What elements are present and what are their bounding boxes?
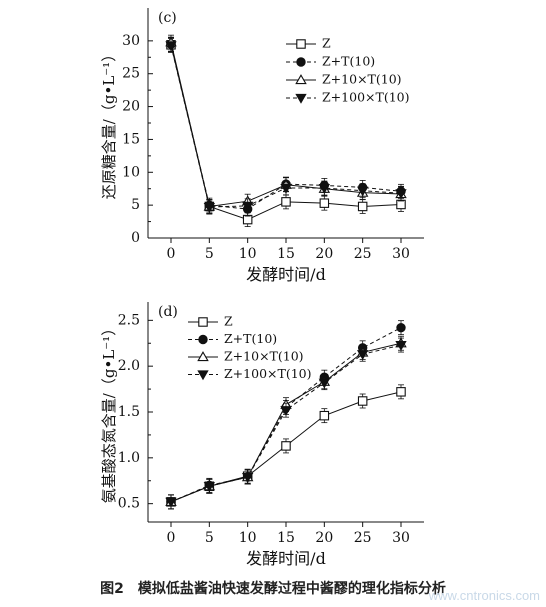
legend-label: Z+10×T(10)	[322, 72, 402, 87]
x-axis-title: 发酵时间/d	[246, 265, 326, 284]
series-3	[165, 38, 407, 215]
data-point	[203, 482, 215, 493]
watermark: www.cntronics.com	[428, 588, 540, 603]
y-tick-label: 2.0	[118, 358, 140, 374]
legend-marker	[295, 74, 307, 85]
x-axis-title: 发酵时间/d	[246, 549, 326, 568]
x-tick-label: 15	[277, 530, 295, 546]
data-point	[242, 201, 254, 212]
data-point	[357, 186, 369, 197]
x-tick-label: 30	[392, 246, 410, 262]
legend-marker	[198, 334, 208, 345]
legend-marker	[296, 57, 306, 67]
y-tick-label: 25	[122, 66, 140, 82]
data-point	[319, 410, 330, 421]
panel-label: (c)	[158, 10, 177, 26]
x-tick-label: 10	[239, 530, 257, 546]
data-point	[395, 340, 407, 351]
data-point	[280, 406, 292, 416]
y-tick-label: 0	[131, 230, 140, 246]
data-point	[357, 350, 369, 361]
y-axis-title: 氨基酸态氮含量/（g•L⁻¹）	[100, 321, 118, 503]
data-point	[318, 378, 330, 389]
x-tick-label: 25	[354, 246, 372, 262]
y-tick-label: 20	[122, 99, 140, 115]
data-point	[281, 441, 291, 451]
y-tick-label: 30	[122, 33, 140, 49]
legend-label: Z+T(10)	[322, 54, 375, 69]
x-tick-label: 30	[392, 530, 410, 546]
data-point	[242, 214, 253, 225]
legend-marker	[198, 317, 208, 327]
data-point	[319, 198, 330, 208]
x-tick-label: 25	[354, 530, 372, 546]
series-3	[165, 337, 407, 510]
y-tick-label: 15	[122, 131, 140, 147]
y-tick-label: 10	[122, 164, 140, 180]
y-tick-label: 0.5	[118, 496, 140, 512]
data-point	[165, 497, 177, 508]
x-tick-label: 5	[205, 246, 214, 262]
x-tick-label: 20	[315, 530, 333, 546]
y-tick-label: 1.0	[118, 450, 140, 466]
data-point	[203, 203, 215, 213]
data-point	[165, 41, 177, 52]
data-point	[396, 199, 406, 210]
y-axis-title: 还原糖含量/（g•L⁻¹）	[100, 47, 118, 199]
data-point	[396, 322, 406, 333]
x-tick-label: 10	[239, 246, 257, 262]
legend-label: Z	[224, 314, 233, 329]
legend-marker	[296, 39, 306, 49]
figure-caption: 图2 模拟低盐酱油快速发酵过程中酱醪的理化指标分析	[100, 581, 446, 597]
data-point	[318, 183, 330, 194]
data-point	[357, 201, 368, 212]
data-point	[280, 183, 292, 194]
legend-label: Z+100×T(10)	[322, 90, 410, 105]
x-tick-label: 20	[315, 246, 333, 262]
data-point	[396, 387, 406, 397]
x-tick-label: 0	[167, 530, 176, 546]
data-point	[395, 189, 407, 200]
legend-label: Z+T(10)	[224, 331, 277, 346]
data-point	[242, 472, 254, 483]
panel-label: (d)	[158, 304, 178, 320]
legend-label: Z+10×T(10)	[224, 349, 304, 364]
x-tick-label: 0	[167, 246, 176, 262]
legend-label: Z	[322, 36, 331, 51]
data-point	[281, 197, 291, 207]
y-tick-label: 5	[131, 197, 140, 213]
x-tick-label: 5	[205, 530, 214, 546]
x-tick-label: 15	[277, 246, 295, 262]
legend-marker	[197, 351, 209, 362]
legend-label: Z+100×T(10)	[224, 366, 312, 381]
legend-marker	[197, 370, 209, 381]
y-tick-label: 1.5	[118, 404, 140, 420]
legend-marker	[295, 93, 307, 104]
data-point	[357, 396, 368, 406]
y-tick-label: 2.5	[118, 312, 140, 328]
